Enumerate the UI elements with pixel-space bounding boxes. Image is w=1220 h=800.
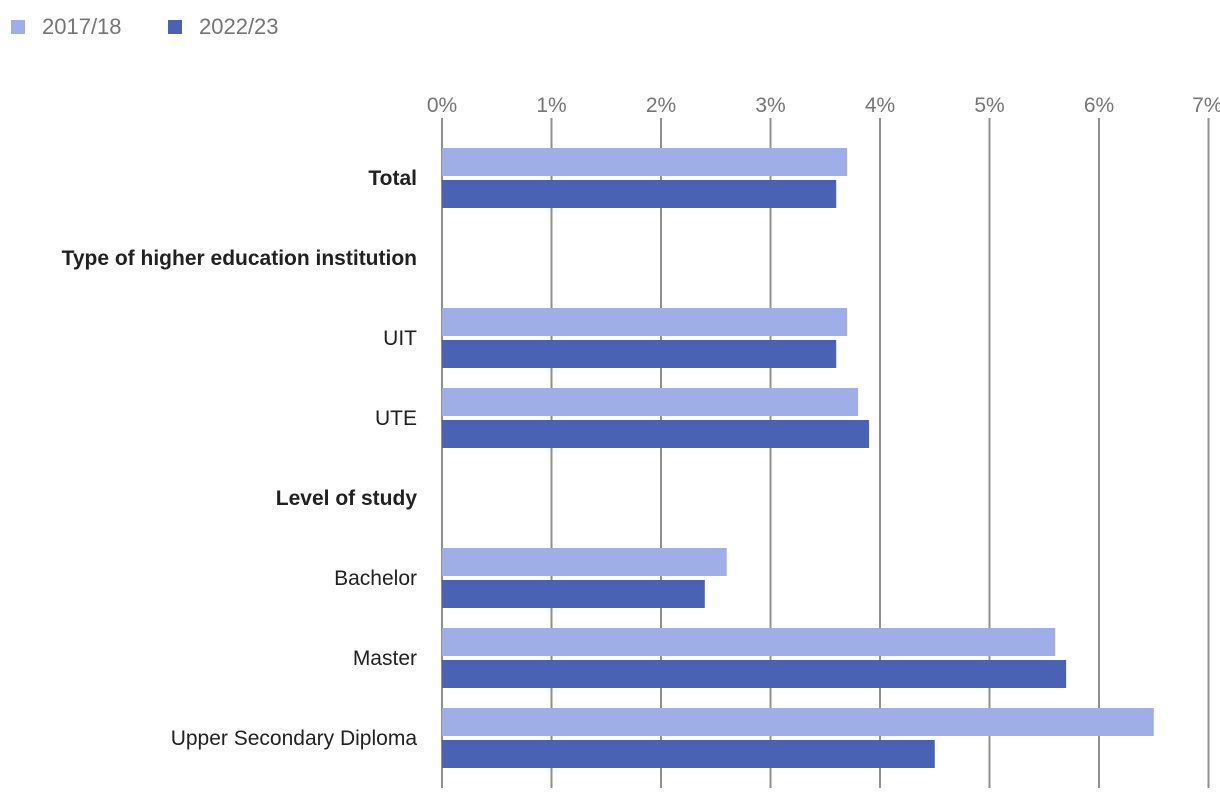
x-tick-label-2: 2% (646, 94, 676, 117)
legend-label-0: 2017/18 (42, 14, 122, 39)
x-tick-label-0: 0% (427, 94, 457, 117)
category-label-2: UIT (383, 327, 417, 350)
x-tick-label-4: 4% (865, 94, 895, 117)
bar-upper-secondary-diploma-0 (442, 708, 1154, 736)
x-tick-label-3: 3% (755, 94, 785, 117)
x-tick-label-5: 5% (974, 94, 1004, 117)
category-label-5: Bachelor (334, 567, 417, 590)
category-label-3: UTE (375, 407, 417, 430)
x-axis-ticks: 0% 1% 2% 3% 4% 5% 6% 7% (427, 94, 1220, 117)
category-label-1: Type of higher education institution (62, 247, 417, 270)
bar-upper-secondary-diploma-1 (442, 740, 935, 768)
bar-total-0 (442, 148, 848, 176)
bar-total-1 (442, 180, 837, 208)
bar-ute-1 (442, 420, 870, 448)
bar-uit-1 (442, 340, 837, 368)
legend-swatch-1 (168, 20, 182, 34)
bar-master-0 (442, 628, 1056, 656)
legend-label-1: 2022/23 (199, 14, 279, 39)
category-label-6: Master (353, 647, 417, 670)
x-tick-label-6: 6% (1084, 94, 1114, 117)
bar-bachelor-1 (442, 580, 705, 608)
legend-swatch-0 (11, 20, 25, 34)
bar-uit-0 (442, 308, 848, 336)
category-labels: Total Type of higher education institutio… (62, 167, 418, 750)
category-label-7: Upper Secondary Diploma (171, 727, 418, 750)
bar-bachelor-0 (442, 548, 727, 576)
bar-master-1 (442, 660, 1067, 688)
legend: 2017/18 2022/23 (11, 14, 279, 39)
x-tick-label-7: 7% (1192, 94, 1220, 117)
x-tick-label-1: 1% (536, 94, 566, 117)
bars (442, 148, 1154, 768)
category-label-0: Total (368, 167, 417, 190)
bar-ute-0 (442, 388, 859, 416)
category-label-4: Level of study (276, 487, 418, 510)
gridlines (441, 118, 1210, 788)
